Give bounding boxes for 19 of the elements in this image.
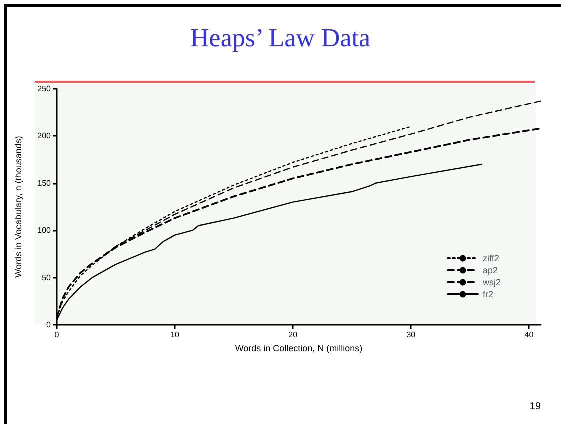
y-tick-label: 50 bbox=[42, 273, 52, 282]
x-tick-label: 30 bbox=[406, 330, 416, 340]
x-tick-label: 40 bbox=[524, 330, 534, 340]
y-tick-label: 200 bbox=[38, 132, 52, 141]
legend-label: wsj2 bbox=[482, 278, 502, 288]
legend-label: ziff2 bbox=[482, 254, 500, 264]
y-tick-label: 100 bbox=[38, 226, 52, 236]
x-tick-label: 10 bbox=[170, 330, 180, 340]
text: 19 bbox=[530, 402, 542, 412]
x-tick-label: 0 bbox=[54, 330, 60, 340]
x-axis-title: Words in Collection, N (millions) bbox=[235, 343, 363, 354]
legend-label: ap2 bbox=[482, 266, 498, 276]
y-tick-label: 250 bbox=[38, 84, 52, 94]
y-tick-label: 150 bbox=[38, 178, 52, 188]
x-tick-label: 20 bbox=[288, 330, 298, 340]
y-axis-title: Words in Vocabulary, n (thousands) bbox=[14, 136, 24, 278]
chart-title: Heaps’ Law Data bbox=[190, 24, 371, 52]
legend-label: fr2 bbox=[482, 290, 494, 300]
y-tick-label: 0 bbox=[46, 320, 52, 330]
